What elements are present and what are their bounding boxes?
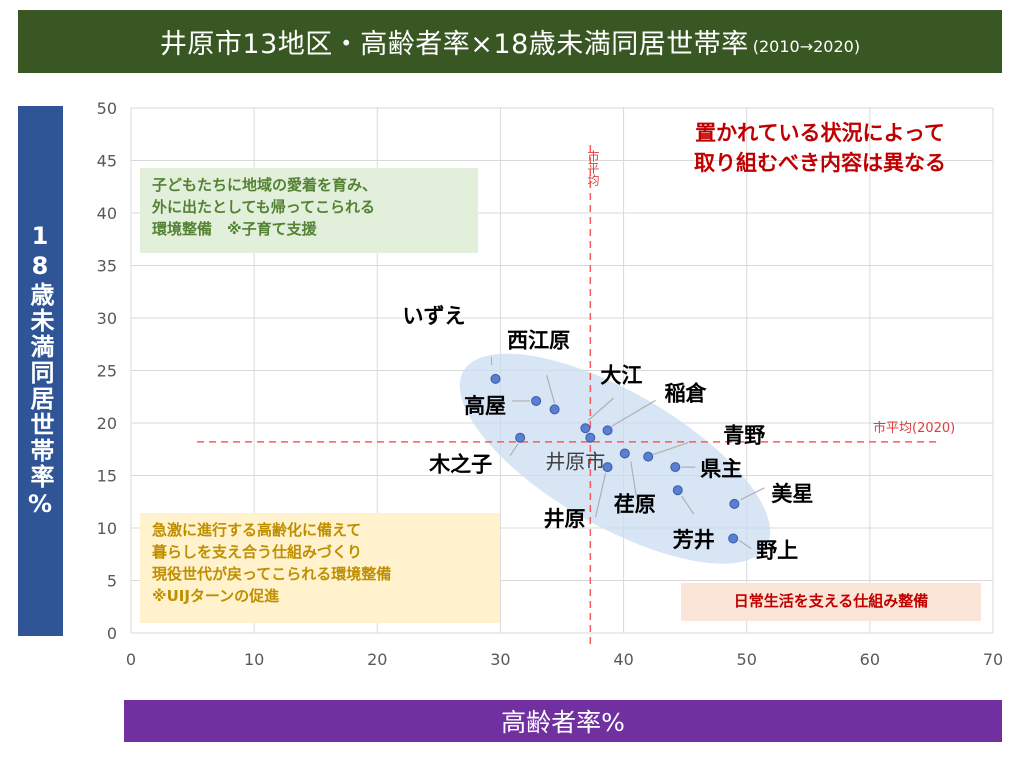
y-axis-title: 18歳未満同居世帯率% (26, 222, 54, 520)
cluster-ellipse (459, 353, 771, 564)
note-line: 現役世代が戻ってこられる環境整備 (152, 565, 392, 583)
note-child-support: 子どもたちに地域の愛着を育み、 外に出たとしても帰ってこられる 環境整備 ※子育… (140, 168, 478, 253)
data-label: いずえ (403, 304, 466, 328)
data-point (619, 448, 630, 459)
chart-title: 井原市13地区・高齢者率×18歳未満同居世帯率 (159, 29, 749, 60)
leader-line (681, 495, 695, 515)
data-point (602, 462, 613, 473)
leader-line (611, 399, 656, 427)
leader-line (740, 487, 765, 501)
x-axis-title-box: 高齢者率% (124, 700, 1002, 742)
leader-line (594, 472, 607, 518)
tick-labels: 0 5 10 15 20 25 30 35 40 45 50 0 10 20 30 40 50 60 70 (97, 99, 1004, 669)
label-leaders (490, 356, 765, 549)
data-point (670, 462, 681, 473)
data-point (515, 432, 526, 443)
data-point (580, 423, 591, 434)
note-daily-life: 日常生活を支える仕組み整備 (681, 583, 981, 621)
leader-line (653, 442, 689, 456)
y-tick-label: 15 (97, 467, 117, 486)
data-label: 井原市 (545, 450, 605, 474)
note-line: ※UIJターンの促進 (152, 587, 280, 605)
data-point (602, 425, 613, 436)
x-axis-title: 高齢者率% (501, 708, 625, 737)
data-label: 県主 (700, 457, 742, 481)
vertical-reference-label: 市平均 (586, 150, 600, 186)
leader-line (509, 443, 519, 457)
note-line: 子どもたちに地域の愛着を育み、 (152, 176, 378, 194)
data-point (490, 373, 501, 384)
data-point (643, 451, 654, 462)
y-tick-label: 10 (97, 519, 117, 538)
data-point (728, 533, 739, 544)
y-tick-label: 25 (97, 362, 117, 381)
y-axis-title-box: 18歳未満同居世帯率% (18, 106, 63, 636)
x-tick-label: 10 (244, 650, 264, 669)
data-label: 木之子 (428, 453, 492, 477)
data-label: 井原 (544, 507, 586, 531)
data-label: 荏原 (614, 492, 656, 516)
leader-line (630, 461, 638, 500)
note-line: 外に出たとしても帰ってこられる (152, 198, 376, 216)
y-tick-label: 30 (97, 309, 117, 328)
x-tick-label: 70 (983, 650, 1003, 669)
title-bar: 井原市13地区・高齢者率×18歳未満同居世帯率 (2010→2020) (18, 10, 1002, 73)
data-label: 西江原 (507, 328, 570, 352)
data-point (672, 485, 683, 496)
data-label: 大江 (600, 363, 642, 387)
leader-line (738, 540, 752, 549)
data-label: 芳井 (673, 528, 715, 552)
y-tick-label: 0 (107, 624, 117, 643)
y-tick-label: 40 (97, 204, 117, 223)
x-tick-label: 60 (860, 650, 880, 669)
note-aging-support: 急激に進行する高齢化に備えて 暮らしを支え合う仕組みづくり 現役世代が戻ってこら… (140, 513, 500, 623)
note-line: 急激に進行する高齢化に備えて (152, 521, 362, 539)
data-point (729, 498, 740, 509)
y-tick-label: 20 (97, 414, 117, 433)
x-tick-label: 40 (613, 650, 633, 669)
y-tick-label: 5 (107, 572, 117, 591)
data-label: 青野 (723, 424, 765, 448)
y-tick-label: 50 (97, 99, 117, 118)
x-tick-label: 50 (737, 650, 757, 669)
x-tick-label: 20 (367, 650, 387, 669)
chart-title-range: (2010→2020) (752, 37, 861, 56)
note-line: 暮らしを支え合う仕組みづくり (152, 543, 363, 561)
data-label: 美星 (771, 482, 813, 506)
x-tick-label: 0 (126, 650, 136, 669)
y-tick-label: 35 (97, 257, 117, 276)
horizontal-reference-label: 市平均(2020) (873, 421, 956, 436)
data-point (549, 404, 560, 415)
data-label: 野上 (756, 539, 798, 563)
reference-lines (197, 145, 940, 645)
data-label: 高屋 (464, 394, 506, 418)
leader-line (546, 375, 556, 404)
y-tick-label: 45 (97, 152, 117, 171)
data-label: 稲倉 (665, 381, 708, 405)
headline: 置かれている状況によって 取り組むべき内容は異なる (650, 118, 990, 178)
headline-line-2: 取り組むべき内容は異なる (694, 151, 946, 175)
data-points (490, 373, 740, 544)
leader-line (588, 397, 614, 421)
headline-line-1: 置かれている状況によって (695, 121, 945, 145)
note-line: 環境整備 ※子育て支援 (152, 220, 317, 238)
x-tick-label: 30 (490, 650, 510, 669)
data-point (531, 395, 542, 406)
data-point (585, 432, 596, 443)
